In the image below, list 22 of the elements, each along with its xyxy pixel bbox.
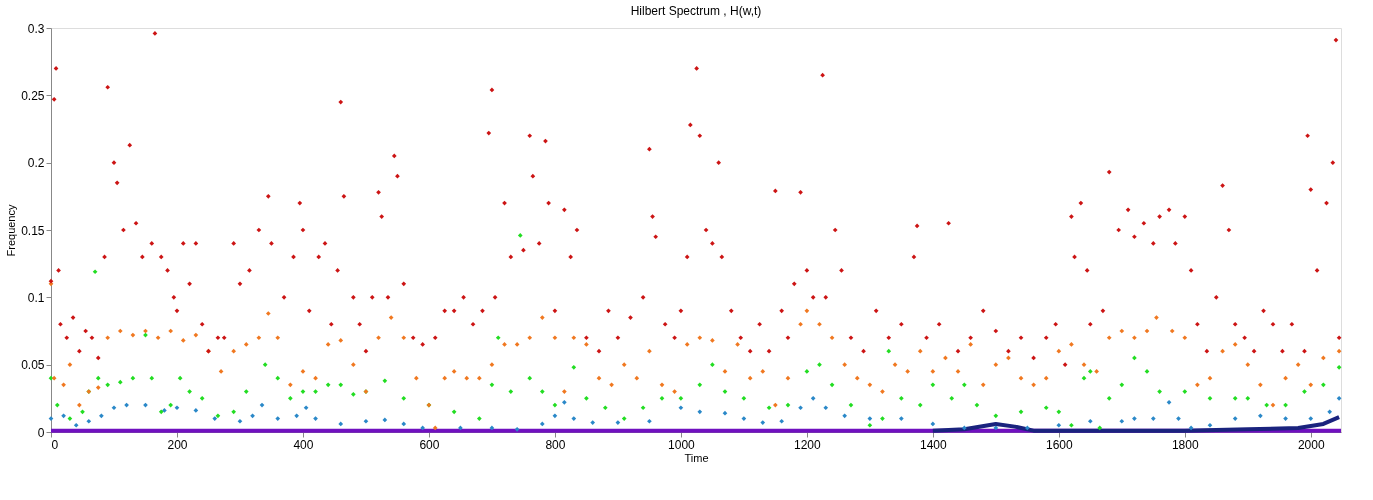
x-tick-label: 600 [419,437,440,452]
y-tick-label: 0.1 [27,290,45,305]
y-tick-label: 0.3 [27,21,45,36]
x-tick-label: 1400 [919,437,948,452]
y-tick-label: 0.15 [21,223,45,238]
y-axis-title: Frequency [5,204,18,257]
y-tick-label: 0.25 [21,88,45,103]
y-tick-label: 0 [37,425,45,440]
x-tick-label: 2000 [1297,437,1325,452]
x-tick-label: 400 [293,437,314,452]
x-tick-label: 800 [545,437,566,452]
y-tick-label: 0.2 [27,156,45,171]
chart-title: Hilbert Spectrum , H(w,t) [630,4,762,18]
x-axis-title: Time [684,451,709,464]
y-tick-label: 0.05 [21,358,45,373]
x-tick-label: 1000 [668,437,696,452]
x-tick-label: 200 [167,437,188,452]
line-series [930,415,1342,433]
x-tick-label: 0 [51,437,59,452]
x-tick-label: 1800 [1171,437,1199,452]
x-tick-label: 1200 [794,437,822,452]
x-tick-label: 1600 [1045,437,1073,452]
